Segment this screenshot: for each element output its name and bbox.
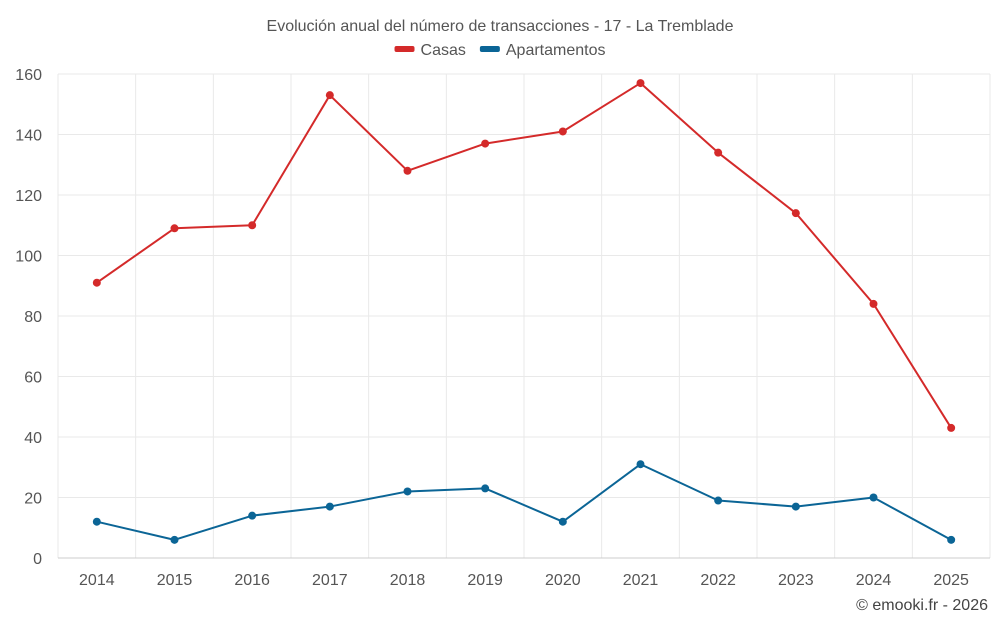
data-point-casas[interactable] [481,139,490,148]
data-point-apartamentos[interactable] [714,496,723,505]
y-axis-tick-labels: 0 20 40 60 80 100 120 140 160 [15,67,42,568]
data-point-casas[interactable] [248,221,257,230]
data-point-apartamentos[interactable] [92,517,101,526]
legend-item-apartamentos[interactable]: Apartamentos [479,42,606,59]
y-tick-label: 100 [15,249,42,266]
data-point-apartamentos[interactable] [947,535,956,544]
legend-swatch [479,46,500,52]
series-apartamentos [92,460,956,544]
data-point-casas[interactable] [325,91,334,100]
data-point-apartamentos[interactable] [403,487,412,496]
data-point-casas[interactable] [947,423,956,432]
legend: Casas Apartamentos [394,42,606,59]
series-layer [92,79,956,544]
legend-label: Apartamentos [506,42,606,59]
data-point-casas[interactable] [403,166,412,175]
x-axis-tick-labels: 2014 2015 2016 2017 2018 2019 2020 2021 2022 2023… [79,572,969,589]
x-tick-label: 2016 [234,572,270,589]
y-tick-label: 80 [24,309,42,326]
y-tick-label: 40 [24,430,42,447]
x-tick-label: 2017 [312,572,348,589]
x-tick-label: 2020 [545,572,581,589]
data-point-apartamentos[interactable] [636,460,645,469]
x-tick-label: 2014 [79,572,115,589]
chart-title: Evolución anual del número de transaccio… [267,18,734,35]
data-point-apartamentos[interactable] [558,517,567,526]
data-point-casas[interactable] [714,148,723,157]
x-tick-label: 2023 [778,572,814,589]
x-tick-label: 2021 [623,572,659,589]
series-casas [92,79,956,432]
x-tick-label: 2022 [700,572,736,589]
y-tick-label: 160 [15,67,42,84]
data-point-casas[interactable] [92,278,101,287]
horizontal-gridlines [58,73,990,498]
data-point-apartamentos[interactable] [791,502,800,511]
data-point-apartamentos[interactable] [481,484,490,493]
series-line-casas [96,82,953,429]
y-tick-label: 140 [15,128,42,145]
x-tick-label: 2018 [390,572,426,589]
y-tick-label: 60 [24,370,42,387]
y-tick-label: 120 [15,188,42,205]
data-point-casas[interactable] [558,127,567,136]
data-point-casas[interactable] [791,209,800,218]
y-tick-label: 20 [24,491,42,508]
legend-swatch [394,46,415,52]
data-point-apartamentos[interactable] [869,493,878,502]
legend-item-casas[interactable]: Casas [394,42,466,59]
credit-text: © emooki.fr - 2026 [856,597,988,614]
x-tick-label: 2024 [856,572,892,589]
x-tick-label: 2015 [157,572,193,589]
data-point-casas[interactable] [170,224,179,233]
x-tick-label: 2019 [467,572,503,589]
data-point-casas[interactable] [636,79,645,88]
data-point-apartamentos[interactable] [170,535,179,544]
data-point-apartamentos[interactable] [325,502,334,511]
x-tick-label: 2025 [933,572,969,589]
series-line-apartamentos [96,463,952,541]
data-point-casas[interactable] [869,299,878,308]
legend-label: Casas [421,42,466,59]
data-point-apartamentos[interactable] [248,511,257,520]
y-tick-label: 0 [33,551,42,568]
